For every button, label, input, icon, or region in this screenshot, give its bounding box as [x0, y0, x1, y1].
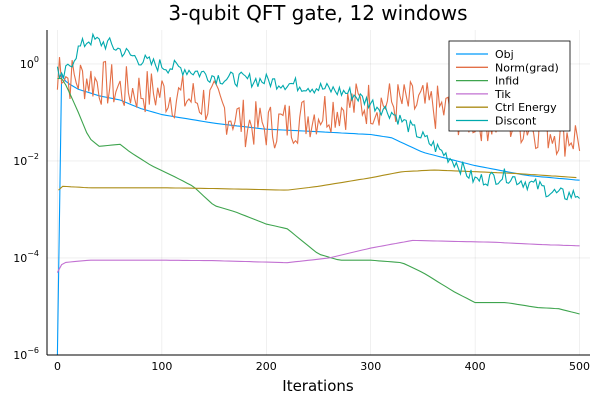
series-line: [57, 77, 580, 315]
y-tick-label: 10−4: [13, 249, 39, 265]
series-line: [58, 169, 577, 191]
legend-label: Obj: [495, 48, 514, 61]
legend-box: [448, 40, 571, 132]
legend-label: Ctrl Energy: [495, 101, 557, 114]
y-tick-label: 10−6: [13, 346, 39, 362]
axes: [46, 30, 590, 356]
x-tick-label: 100: [151, 360, 172, 373]
x-tick-label: 200: [256, 360, 277, 373]
tick-labels: 0 100 200 300 400 500 100 10−2 10−4 10−6: [13, 55, 590, 373]
x-axis-label: Iterations: [282, 377, 354, 395]
legend-label: Discont: [495, 115, 537, 128]
legend-label: Tik: [494, 88, 511, 101]
chart-title: 3-qubit QFT gate, 12 windows: [168, 1, 467, 25]
y-tick-label: 10−2: [13, 152, 39, 168]
x-tick-label: 400: [465, 360, 486, 373]
y-tick-label: 100: [20, 55, 39, 71]
x-tick-label: 500: [569, 360, 590, 373]
x-tick-label: 0: [54, 360, 61, 373]
legend-label: Norm(grad): [495, 61, 559, 74]
series-line: [56, 32, 580, 201]
x-tick-label: 300: [360, 360, 381, 373]
legend-label: Infid: [495, 75, 519, 88]
series-line: [56, 239, 580, 273]
